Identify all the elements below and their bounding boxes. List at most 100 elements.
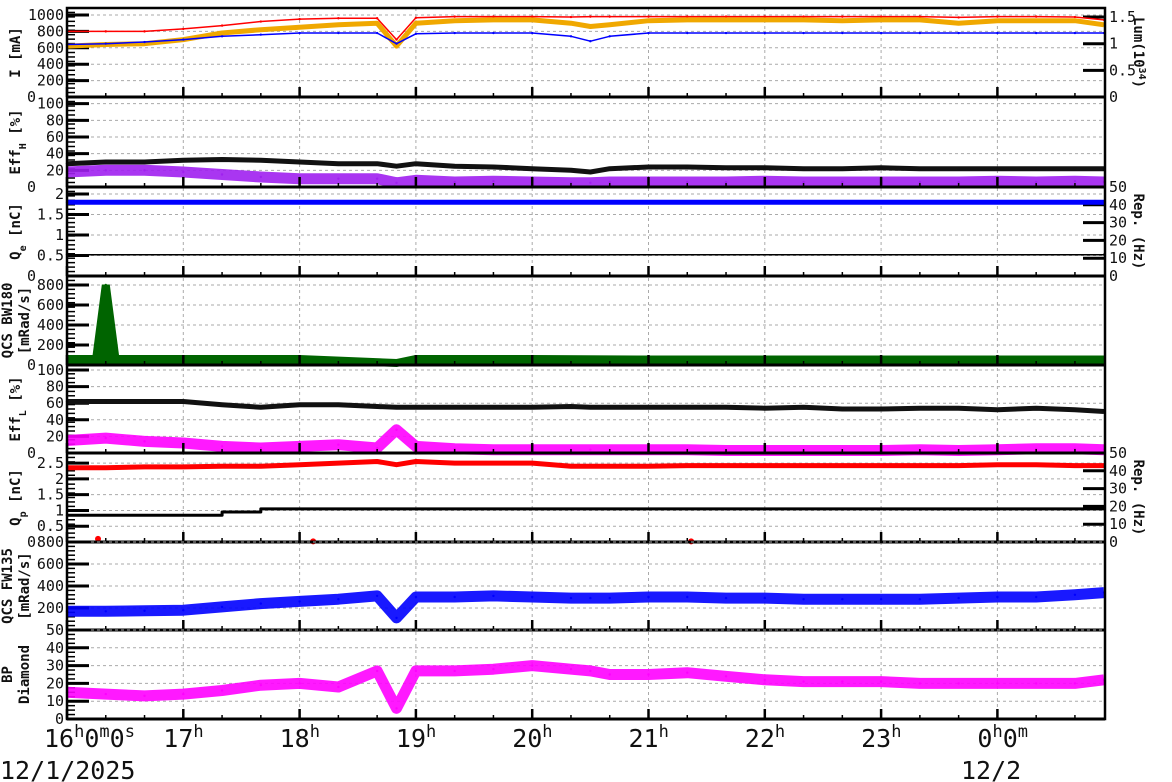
y-tick-label: 2 xyxy=(55,470,64,488)
data-point xyxy=(569,405,573,408)
unit-superscript: h xyxy=(310,722,320,742)
data-point xyxy=(337,162,340,165)
data-point xyxy=(802,598,805,601)
data-point xyxy=(337,598,340,601)
data-point xyxy=(608,167,611,170)
data-point xyxy=(1034,31,1038,35)
data-point xyxy=(1073,31,1077,35)
data-point xyxy=(1034,595,1038,599)
data-point xyxy=(143,40,146,44)
data-point xyxy=(589,170,592,174)
data-point xyxy=(957,167,960,170)
data-point xyxy=(298,600,301,603)
series-line xyxy=(66,32,1104,46)
y-label-line-sub: L xyxy=(18,410,29,416)
data-point xyxy=(182,27,185,31)
data-point xyxy=(996,682,999,685)
data-point xyxy=(647,406,650,409)
data-point xyxy=(724,31,728,35)
data-point xyxy=(104,400,107,403)
x-tick-label: 23h xyxy=(861,722,901,753)
unit-superscript: m xyxy=(1018,722,1028,742)
number: 21 xyxy=(629,724,659,753)
y-label-line: Diamond xyxy=(17,645,33,704)
y-tick-label: 1000 xyxy=(28,6,64,24)
data-point xyxy=(453,507,456,511)
data-point xyxy=(569,465,573,468)
data-point xyxy=(608,35,611,38)
data-point xyxy=(259,33,263,36)
right-label-main: Rep. (Hz) xyxy=(1130,460,1146,536)
y-tick-label: 200 xyxy=(37,72,64,90)
marker-point xyxy=(95,535,102,542)
data-point xyxy=(686,406,689,409)
right-y-tick-label: 0 xyxy=(1109,88,1118,106)
data-point xyxy=(220,173,224,176)
y-tick-label: 200 xyxy=(37,599,64,617)
data-point xyxy=(686,15,689,18)
data-point xyxy=(375,507,379,511)
data-point xyxy=(686,18,689,22)
data-point xyxy=(957,180,960,184)
y-tick-label: 0 xyxy=(27,88,36,106)
data-point xyxy=(143,160,146,164)
y-tick-label: 0 xyxy=(27,267,36,285)
data-point xyxy=(298,507,301,511)
y-axis-label: EffL [%] xyxy=(8,376,29,441)
data-point xyxy=(802,18,805,22)
data-point xyxy=(589,15,592,18)
y-tick-label: 0 xyxy=(27,356,36,374)
data-point xyxy=(220,403,224,407)
data-point xyxy=(647,15,650,18)
data-point xyxy=(143,42,146,45)
data-point xyxy=(337,461,340,465)
y-tick-label: 20 xyxy=(46,674,64,692)
y-tick-label: 800 xyxy=(37,533,64,551)
unit-superscript: h xyxy=(992,722,1002,742)
data-point xyxy=(143,694,146,698)
y-axis-label: QCS BW180 [mRad/s] xyxy=(0,283,33,359)
data-point xyxy=(841,680,844,683)
data-point xyxy=(259,510,263,514)
data-point xyxy=(996,408,999,412)
data-point xyxy=(1073,19,1077,22)
x-tick-label: 22h xyxy=(745,722,785,753)
data-point xyxy=(531,18,534,22)
data-point xyxy=(104,160,107,164)
data-point xyxy=(375,405,379,408)
data-point xyxy=(453,15,456,18)
y-tick-label: 0 xyxy=(27,444,36,462)
data-point xyxy=(220,513,224,517)
data-point xyxy=(375,460,379,463)
data-point xyxy=(996,15,999,18)
data-point xyxy=(531,15,534,18)
data-point xyxy=(589,507,592,511)
data-point xyxy=(763,15,766,18)
data-point xyxy=(724,18,728,22)
number: 23 xyxy=(861,724,891,753)
data-point xyxy=(182,609,185,612)
series-line xyxy=(66,157,1104,175)
data-point xyxy=(337,507,340,511)
data-point xyxy=(375,446,379,450)
x-tick-label: 20h xyxy=(512,722,552,753)
right-axis-label: Rep. (Hz) xyxy=(1130,460,1146,536)
y-label-line: [mRad/s] xyxy=(17,287,33,354)
y-tick-label: 0 xyxy=(27,533,36,551)
y-label-line: QCS FW135 xyxy=(0,548,16,624)
data-point xyxy=(337,23,340,27)
data-point xyxy=(841,167,844,170)
data-point xyxy=(996,507,999,511)
data-point xyxy=(879,31,883,35)
y-axis-label: EffH [%] xyxy=(8,109,29,174)
data-point xyxy=(104,466,107,470)
data-point xyxy=(1073,593,1077,596)
data-point xyxy=(143,400,146,403)
data-point xyxy=(879,680,883,683)
data-point xyxy=(220,605,224,609)
